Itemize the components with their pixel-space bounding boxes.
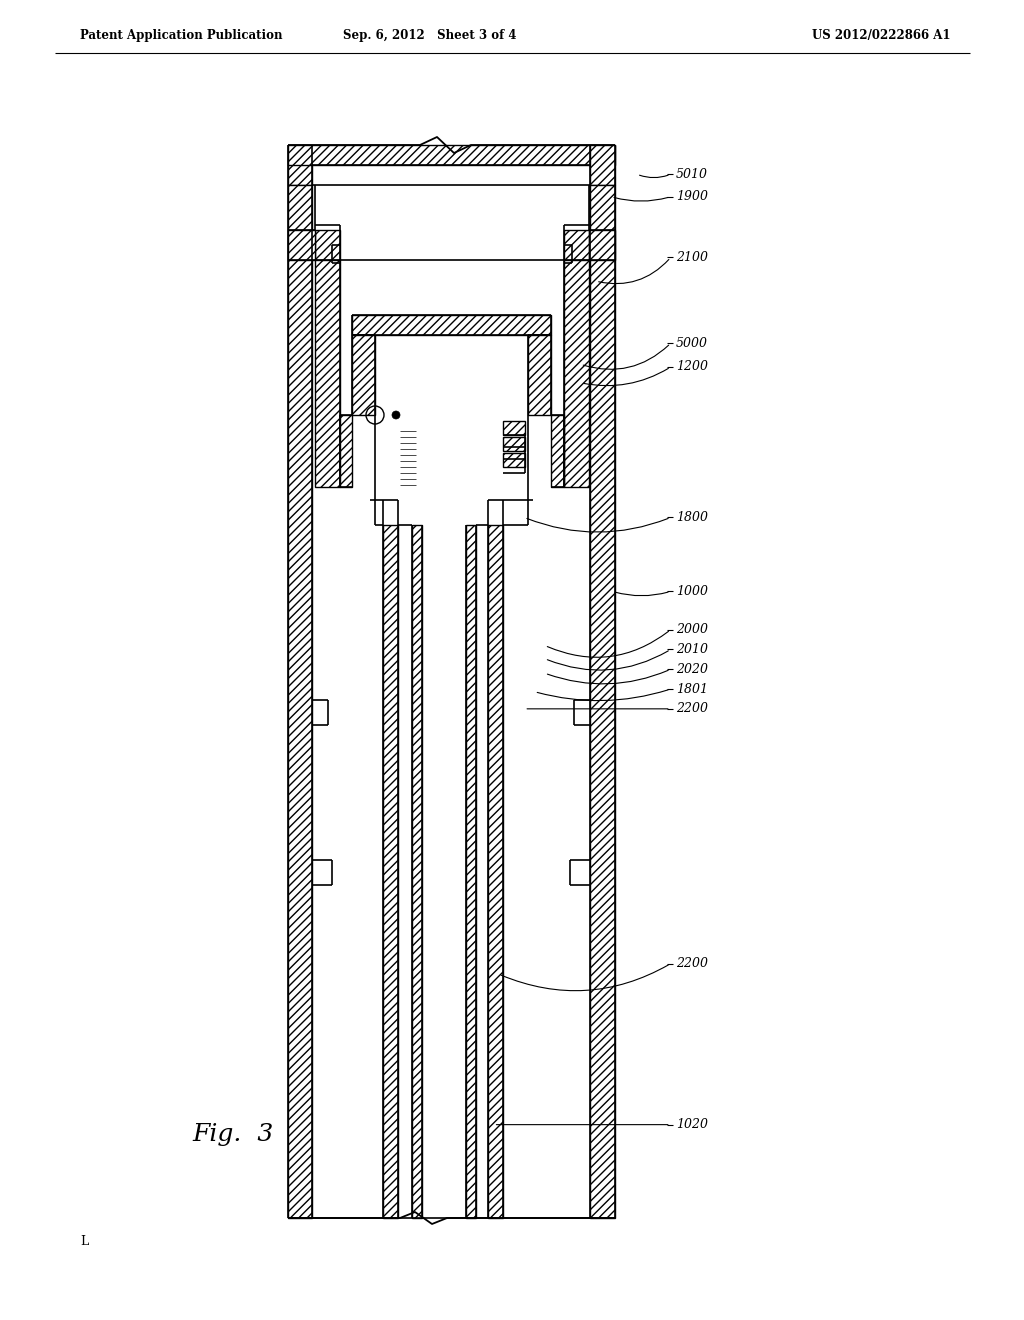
Text: Patent Application Publication: Patent Application Publication	[80, 29, 283, 41]
Bar	[564, 260, 589, 487]
Text: Sep. 6, 2012   Sheet 3 of 4: Sep. 6, 2012 Sheet 3 of 4	[343, 29, 517, 41]
Text: 2100: 2100	[676, 251, 708, 264]
Bar	[528, 335, 551, 414]
Text: 5000: 5000	[676, 337, 708, 350]
Polygon shape	[340, 414, 352, 487]
Text: 1801: 1801	[676, 682, 708, 696]
Bar	[488, 525, 503, 1218]
Text: 1000: 1000	[676, 585, 708, 598]
Polygon shape	[288, 230, 315, 260]
Text: 1800: 1800	[676, 511, 708, 524]
Bar	[466, 525, 476, 1218]
Circle shape	[392, 411, 400, 418]
Text: Fig.  3: Fig. 3	[193, 1123, 273, 1147]
Bar	[503, 453, 525, 467]
Bar	[315, 260, 340, 487]
Bar	[564, 230, 589, 260]
Bar	[315, 230, 340, 260]
Text: 2010: 2010	[676, 643, 708, 656]
Text: 2200: 2200	[676, 957, 708, 970]
Text: 1020: 1020	[676, 1118, 708, 1131]
Text: 1200: 1200	[676, 360, 708, 374]
Bar	[383, 525, 398, 1218]
Bar	[503, 437, 525, 451]
Bar	[590, 145, 615, 185]
Bar	[288, 185, 312, 1218]
Text: 2020: 2020	[676, 663, 708, 676]
Text: US 2012/0222866 A1: US 2012/0222866 A1	[811, 29, 950, 41]
Bar	[352, 315, 551, 335]
Polygon shape	[589, 230, 615, 260]
Bar	[503, 421, 525, 436]
Polygon shape	[551, 414, 564, 487]
Bar	[288, 145, 615, 165]
Bar	[352, 335, 375, 414]
Text: 5010: 5010	[676, 168, 708, 181]
Bar	[288, 145, 312, 185]
Text: 2000: 2000	[676, 623, 708, 636]
Text: 1900: 1900	[676, 190, 708, 203]
Bar	[412, 525, 422, 1218]
Bar	[590, 185, 615, 1218]
Text: L: L	[80, 1236, 88, 1247]
Text: 2200: 2200	[676, 702, 708, 715]
